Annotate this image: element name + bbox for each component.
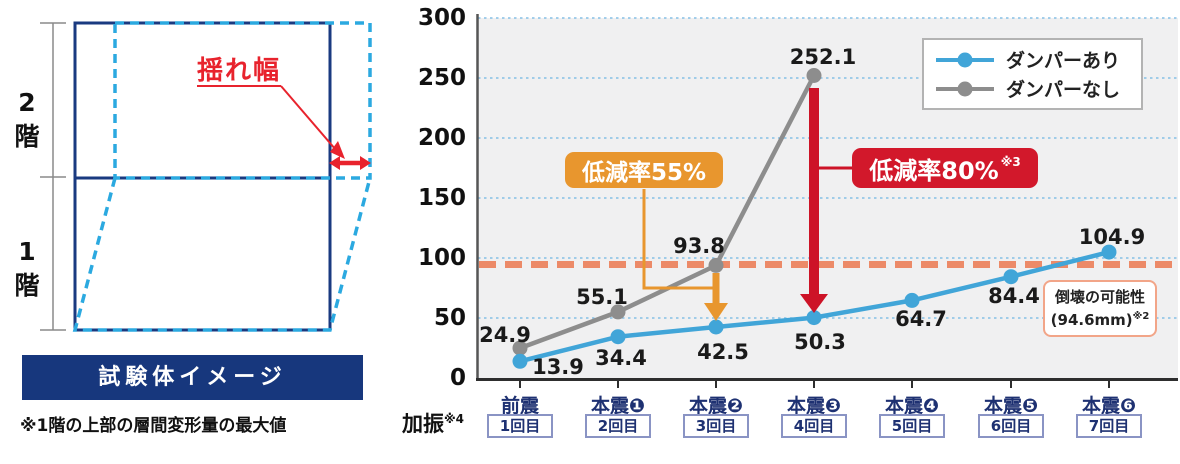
xtrial-2: 2回目 (585, 414, 651, 438)
data-points-without-damper (512, 68, 822, 356)
test-specimen-diagram (40, 21, 372, 332)
legend: ダンパーあり ダンパーなし (922, 38, 1143, 110)
xtrial-1: 1回目 (487, 414, 553, 438)
annotation-reduction-55: 低減率55% (565, 152, 723, 188)
ytick-200: 200 (417, 125, 466, 151)
footnote-1: ※1階の上部の層間変形量の最大値 (20, 416, 287, 436)
xcat-5: 本震❹ (884, 395, 940, 417)
ytick-150: 150 (417, 185, 466, 211)
collapse-threshold-line2: (94.6mm)※2 (1051, 307, 1150, 330)
orange-arrowhead (704, 303, 728, 321)
legend-item-without-damper: ダンパーなし (934, 75, 1131, 102)
data-points-with-damper (512, 244, 1117, 369)
ytick-100: 100 (417, 245, 466, 271)
xcat-6: 本震❺ (983, 395, 1039, 417)
value-label-gray-2: 55.1 (576, 285, 628, 309)
legend-label-without-damper: ダンパーなし (1006, 79, 1121, 101)
legend-label-with-damper: ダンパーあり (1006, 50, 1121, 72)
xtrial-6: 6回目 (978, 414, 1044, 438)
x-axis-ticks (519, 379, 1110, 388)
xcat-4: 本震❸ (786, 395, 842, 417)
value-label-blue-1: 13.9 (532, 355, 584, 379)
annotation-reduction-80-footnote-marker: ※3 (1000, 155, 1021, 169)
xcat-3: 本震❷ (688, 395, 744, 417)
sway-leader-arrowhead (330, 141, 345, 159)
legend-item-with-damper: ダンパーあり (934, 46, 1131, 73)
value-label-gray-3: 93.8 (673, 234, 725, 258)
collapse-threshold-label: 倒壊の可能性 (94.6mm)※2 (1043, 280, 1157, 337)
value-label-blue-4: 50.3 (794, 330, 846, 354)
annotation-reduction-55-text: 低減率55% (581, 160, 707, 186)
collapse-threshold-footnote-marker: ※2 (1132, 310, 1150, 322)
xcat-7: 本震❻ (1081, 395, 1137, 417)
story-measure-bracket (40, 22, 66, 331)
xtrial-4: 4回目 (781, 414, 847, 438)
series-line-with-damper (512, 244, 1117, 369)
x-axis-title-footnote-marker: ※4 (444, 412, 465, 426)
legend-marker-without-damper (936, 81, 994, 96)
value-label-blue-2: 34.4 (595, 346, 647, 370)
xtrial-7: 7回目 (1076, 414, 1142, 438)
building-outline-deformed (72, 21, 372, 332)
value-label-blue-7: 104.9 (1078, 225, 1146, 249)
xcat-1: 前震 (500, 395, 540, 417)
xtrial-3: 3回目 (683, 414, 749, 438)
reduction-55-connector (642, 189, 728, 321)
ytick-50: 50 (433, 305, 466, 331)
legend-marker-with-damper (936, 52, 994, 67)
reduction-80-connector (800, 88, 852, 313)
ytick-300: 300 (417, 5, 466, 31)
value-label-gray-1: 24.9 (479, 323, 531, 347)
annotation-reduction-80-text: 低減率80% (869, 156, 999, 185)
ytick-0: 0 (449, 365, 466, 391)
red-arrowhead (800, 294, 828, 313)
x-axis-title-text: 加振 (402, 412, 444, 436)
floor-1-label: 1階 (14, 237, 40, 300)
collapse-threshold-line1: 倒壊の可能性 (1054, 287, 1145, 306)
x-axis-title: 加振※4 (402, 408, 464, 438)
value-label-gray-4: 252.1 (789, 45, 857, 69)
sway-width-label: 揺れ幅 (197, 56, 282, 86)
floor-2-label: 2階 (14, 88, 40, 151)
diagram-caption-banner: 試験体イメージ (22, 355, 363, 400)
value-label-blue-3: 42.5 (697, 340, 749, 364)
xcat-2: 本震❶ (590, 395, 646, 417)
collapse-threshold-value: (94.6mm) (1050, 310, 1133, 329)
value-label-blue-5: 64.7 (895, 307, 947, 331)
sway-range-arrow (329, 156, 371, 170)
xtrial-5: 5回目 (879, 414, 945, 438)
ytick-250: 250 (417, 65, 466, 91)
value-label-blue-6: 84.4 (988, 284, 1040, 308)
annotation-reduction-80: 低減率80% ※3 (852, 148, 1038, 188)
sway-leader-line (197, 85, 337, 151)
